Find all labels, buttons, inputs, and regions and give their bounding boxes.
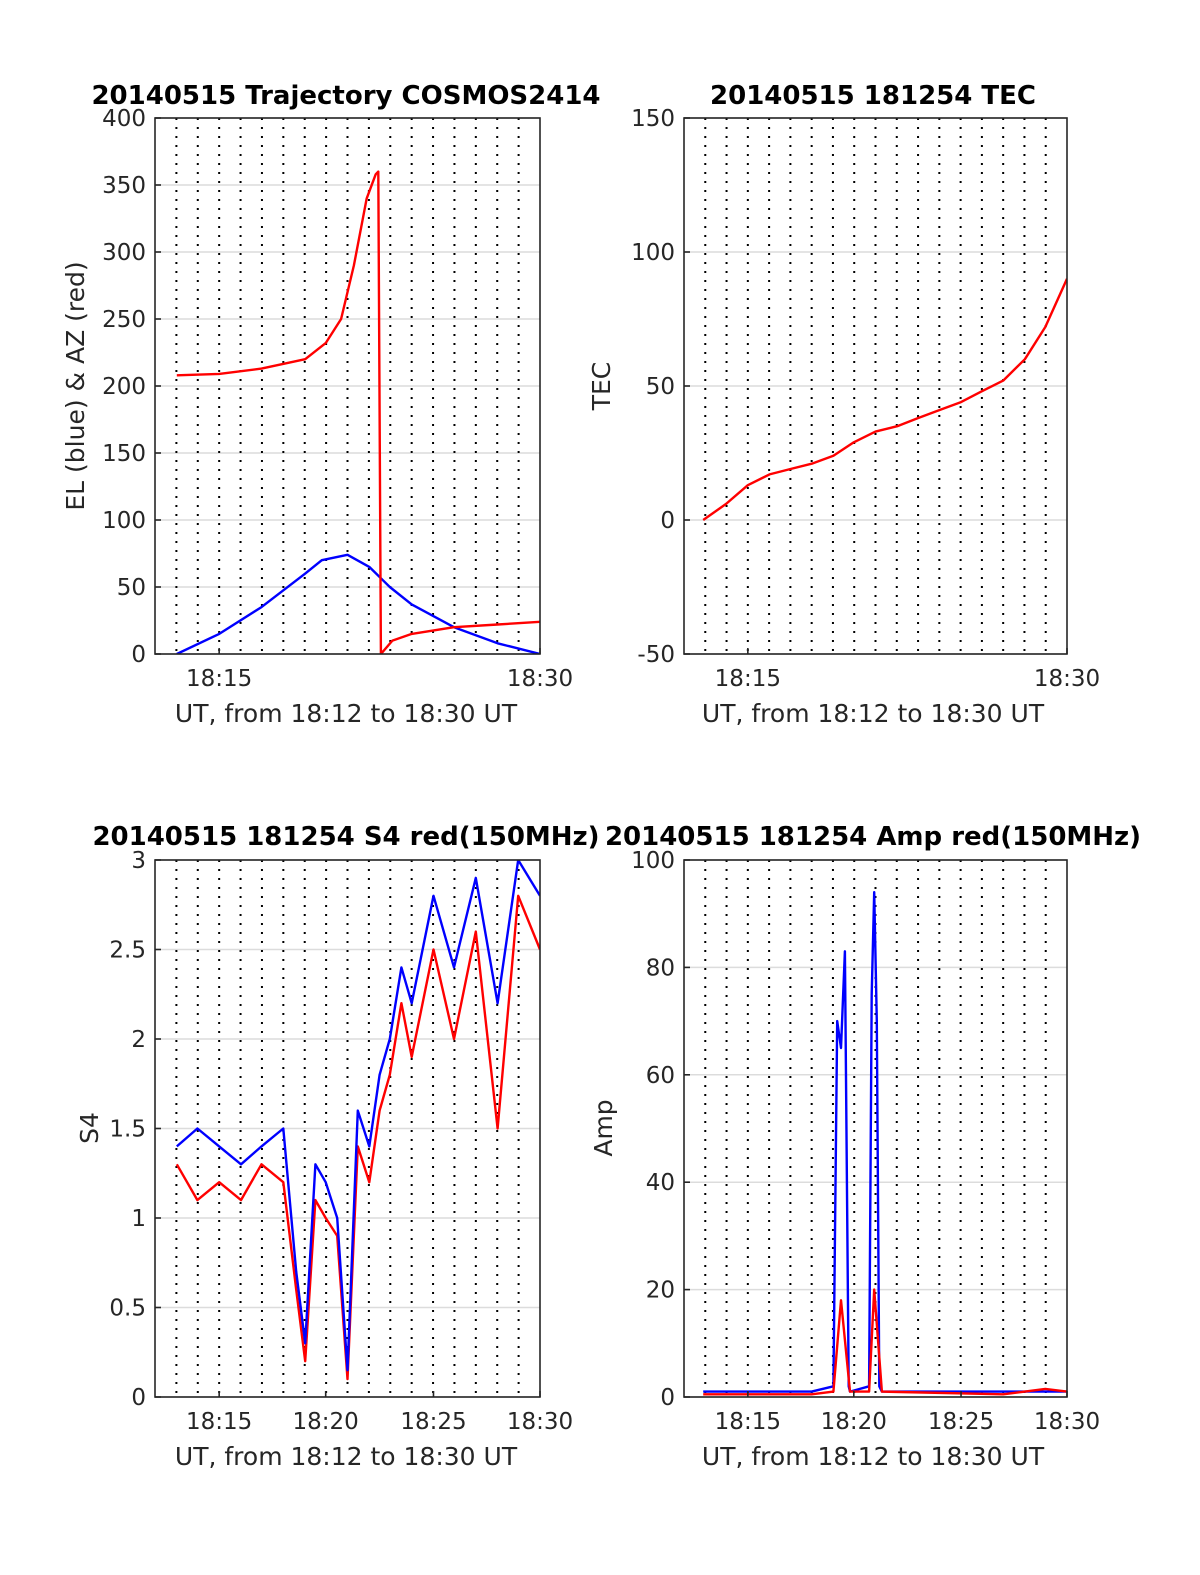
- axes-box: [683, 859, 1068, 1398]
- panel-tec-xlabel: UT, from 18:12 to 18:30 UT: [702, 699, 1045, 728]
- x-tick-label: 18:30: [1034, 666, 1100, 692]
- y-tick-label: 300: [102, 240, 146, 266]
- x-tick-label: 18:30: [1034, 1409, 1100, 1435]
- panel-amp-xlabel: UT, from 18:12 to 18:30 UT: [702, 1442, 1045, 1471]
- y-tick-label: 2: [131, 1027, 146, 1053]
- panel-tec-ylabel: TEC: [587, 362, 616, 412]
- x-tick-label: 18:15: [715, 1409, 781, 1435]
- panel-s4-xlabel: UT, from 18:12 to 18:30 UT: [175, 1442, 518, 1471]
- y-tick-label: 350: [102, 173, 146, 199]
- x-tick-label: 18:20: [821, 1409, 887, 1435]
- series-line-blue: [176, 553, 540, 654]
- y-tick-label: 0: [131, 642, 146, 668]
- y-tick-label: 1.5: [109, 1117, 146, 1143]
- y-tick-label: -50: [637, 642, 675, 668]
- x-tick-label: 18:30: [507, 666, 573, 692]
- panel-amp: 20140515 181254 Amp red(150MHz) UT, from…: [589, 822, 1141, 1471]
- x-tick-label: 18:15: [186, 666, 252, 692]
- plot-trajectory: 0 50 100 150 200 250 300 350 400 18:15 18:30: [102, 106, 573, 692]
- panel-trajectory-ylabel: EL (blue) & AZ (red): [61, 261, 90, 510]
- y-tick-label: 0: [660, 508, 675, 534]
- y-tick-label: 100: [631, 848, 675, 874]
- panel-trajectory-xlabel: UT, from 18:12 to 18:30 UT: [175, 699, 518, 728]
- panel-trajectory-title: 20140515 Trajectory COSMOS2414: [91, 81, 600, 111]
- panel-amp-ylabel: Amp: [589, 1099, 618, 1156]
- y-tick-label: 2.5: [109, 938, 146, 964]
- x-tick-label: 18:15: [186, 1409, 252, 1435]
- y-tick-label: 20: [646, 1278, 675, 1304]
- y-tick-label: 0: [660, 1385, 675, 1411]
- panel-s4-title: 20140515 181254 S4 red(150MHz): [92, 822, 599, 852]
- series-line-red: [702, 278, 1067, 521]
- panel-s4: 20140515 181254 S4 red(150MHz) UT, from …: [75, 822, 600, 1471]
- series-line-red: [176, 170, 540, 654]
- x-tick-label: 18:15: [715, 666, 781, 692]
- y-tick-label: 400: [102, 106, 146, 132]
- x-tick-label: 18:25: [928, 1409, 994, 1435]
- plot-amp: 0 20 40 60 80 100 18:15 18:20 18:25 18:30: [631, 848, 1100, 1435]
- plot-s4: 0 0.5 1 1.5 2 2.5 3 18:15 18:20 18:25 18:30: [109, 848, 573, 1435]
- x-tick-label: 18:25: [400, 1409, 466, 1435]
- y-tick-label: 0.5: [109, 1296, 146, 1322]
- y-tick-label: 100: [631, 240, 675, 266]
- y-tick-label: 50: [117, 575, 146, 601]
- panel-tec: 20140515 181254 TEC UT, from 18:12 to 18…: [587, 81, 1045, 728]
- panel-amp-title: 20140515 181254 Amp red(150MHz): [605, 822, 1141, 852]
- y-tick-label: 60: [646, 1063, 675, 1089]
- y-tick-label: 50: [646, 374, 675, 400]
- y-tick-label: 1: [131, 1206, 146, 1232]
- y-tick-label: 3: [131, 848, 146, 874]
- y-tick-label: 250: [102, 307, 146, 333]
- x-tick-label: 18:20: [293, 1409, 359, 1435]
- plot-tec: -50 0 50 100 150 18:15 18:30: [631, 106, 1100, 692]
- series-line-red: [703, 1288, 1067, 1396]
- y-tick-label: 80: [646, 955, 675, 981]
- y-tick-label: 0: [131, 1385, 146, 1411]
- series-line-blue: [176, 860, 540, 1372]
- x-tick-label: 18:30: [507, 1409, 573, 1435]
- panel-trajectory: 20140515 Trajectory COSMOS2414 UT, from …: [61, 81, 601, 728]
- y-tick-label: 150: [631, 106, 675, 132]
- panel-s4-ylabel: S4: [75, 1112, 104, 1144]
- y-tick-label: 150: [102, 441, 146, 467]
- y-tick-label: 200: [102, 374, 146, 400]
- y-tick-label: 100: [102, 508, 146, 534]
- panel-tec-title: 20140515 181254 TEC: [710, 81, 1036, 111]
- y-tick-label: 40: [646, 1170, 675, 1196]
